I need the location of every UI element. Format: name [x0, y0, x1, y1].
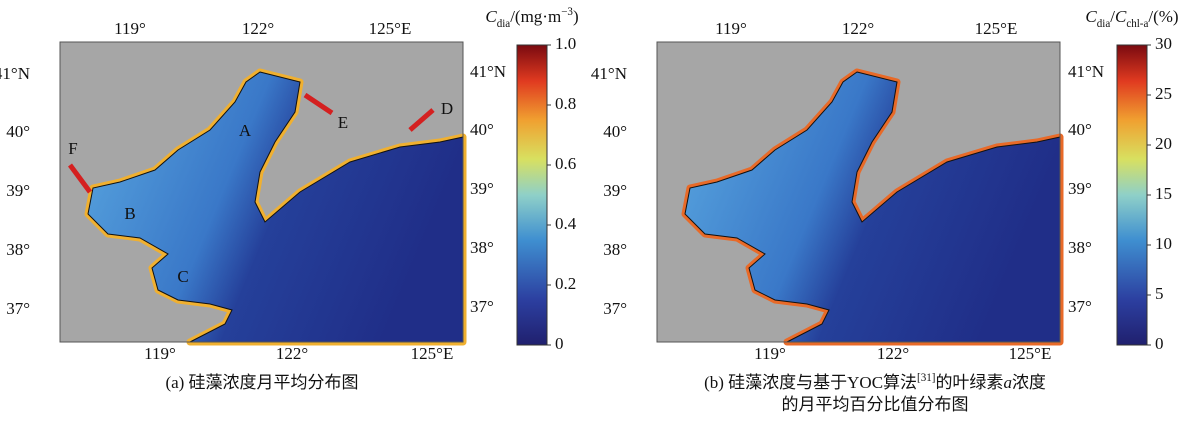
site-label: F [68, 139, 77, 158]
colorbar-tick-label: 15 [1155, 184, 1172, 203]
rich-text: (b) 硅藻浓度与基于YOC算法[31]的叶绿素a浓度 [704, 372, 1046, 392]
colorbar-tick-label: 0.6 [555, 154, 576, 173]
text-part: 的月平均百分比值分布图 [782, 395, 969, 414]
text-part: /(mg·m [510, 7, 561, 26]
lat-label: 38° [470, 238, 494, 257]
lon-label: 125°E [411, 344, 454, 363]
rich-text: Cdia/Cchl-a/(%) [1085, 7, 1178, 30]
lat-label: 37° [6, 299, 30, 318]
text-part: dia [1097, 18, 1111, 30]
lon-label: 125°E [369, 19, 412, 38]
figure: 119° 122° 125°E 119° 122° 125°E 41°N 40° 39° 38° 3… [0, 0, 1187, 430]
text-part: dia [497, 18, 511, 30]
text-part: 的叶绿素 [935, 373, 1003, 392]
lat-label: 41°N [1068, 62, 1104, 81]
colorbar-tick-label: 25 [1155, 84, 1172, 103]
lat-label: 37° [470, 297, 494, 316]
site-label: E [338, 113, 348, 132]
colorbar [1117, 45, 1147, 345]
lat-label: 39° [1068, 179, 1092, 198]
lon-label: 122° [842, 19, 874, 38]
lat-label: 39° [470, 179, 494, 198]
site-label: A [239, 121, 252, 140]
lon-label: 119° [715, 19, 747, 38]
colorbar-tick-label: 0.2 [555, 274, 576, 293]
site-label: C [177, 267, 188, 286]
site-label: B [124, 204, 135, 223]
lat-label: 40° [603, 122, 627, 141]
lat-label: 41°N [470, 62, 506, 81]
lat-label: 40° [6, 122, 30, 141]
colorbar-tick-label: 0 [1155, 334, 1164, 353]
colorbar-tick-label: 10 [1155, 234, 1172, 253]
lon-label: 119° [754, 344, 786, 363]
lat-label: 40° [470, 120, 494, 139]
text-part: chl-a [1126, 18, 1148, 30]
rich-text: 的月平均百分比值分布图 [782, 395, 969, 414]
colorbar-tick-label: 5 [1155, 284, 1164, 303]
text-part: C [485, 7, 497, 26]
lon-label: 122° [877, 344, 909, 363]
colorbar-tick-label: 1.0 [555, 34, 576, 53]
lat-label: 37° [1068, 297, 1092, 316]
text-part: C [1085, 7, 1097, 26]
lat-label: 39° [6, 181, 30, 200]
lat-label: 38° [6, 240, 30, 259]
lat-label: 39° [603, 181, 627, 200]
colorbar-tick-label: 0.4 [555, 214, 577, 233]
lon-label: 125°E [1009, 344, 1052, 363]
lon-label: 119° [144, 344, 176, 363]
rich-text: (a) 硅藻浓度月平均分布图 [165, 373, 358, 392]
text-part: ) [573, 7, 579, 26]
colorbar-tick-label: 20 [1155, 134, 1172, 153]
lon-label: 125°E [975, 19, 1018, 38]
text-part: (b) 硅藻浓度与基于YOC算法 [704, 373, 917, 392]
text-part: −3 [561, 6, 573, 18]
lat-label: 38° [1068, 238, 1092, 257]
lon-label: 122° [242, 19, 274, 38]
site-label: D [441, 99, 453, 118]
lat-label: 41°N [0, 64, 30, 83]
lat-label: 40° [1068, 120, 1092, 139]
colorbar [517, 45, 547, 345]
lon-label: 119° [114, 19, 146, 38]
lat-label: 38° [603, 240, 627, 259]
lon-label: 122° [276, 344, 308, 363]
rich-text: Cdia/(mg·m−3) [485, 6, 578, 30]
lat-label: 37° [603, 299, 627, 318]
text-part: [31] [917, 372, 935, 384]
text-part: (a) 硅藻浓度月平均分布图 [165, 373, 358, 392]
lat-label: 41°N [591, 64, 627, 83]
text-part: a [1003, 373, 1012, 392]
colorbar-tick-label: 0.8 [555, 94, 576, 113]
colorbar-tick-label: 30 [1155, 34, 1172, 53]
text-part: 浓度 [1012, 373, 1046, 392]
colorbar-tick-label: 0 [555, 334, 564, 353]
text-part: C [1115, 7, 1127, 26]
text-part: /(%) [1148, 7, 1178, 26]
